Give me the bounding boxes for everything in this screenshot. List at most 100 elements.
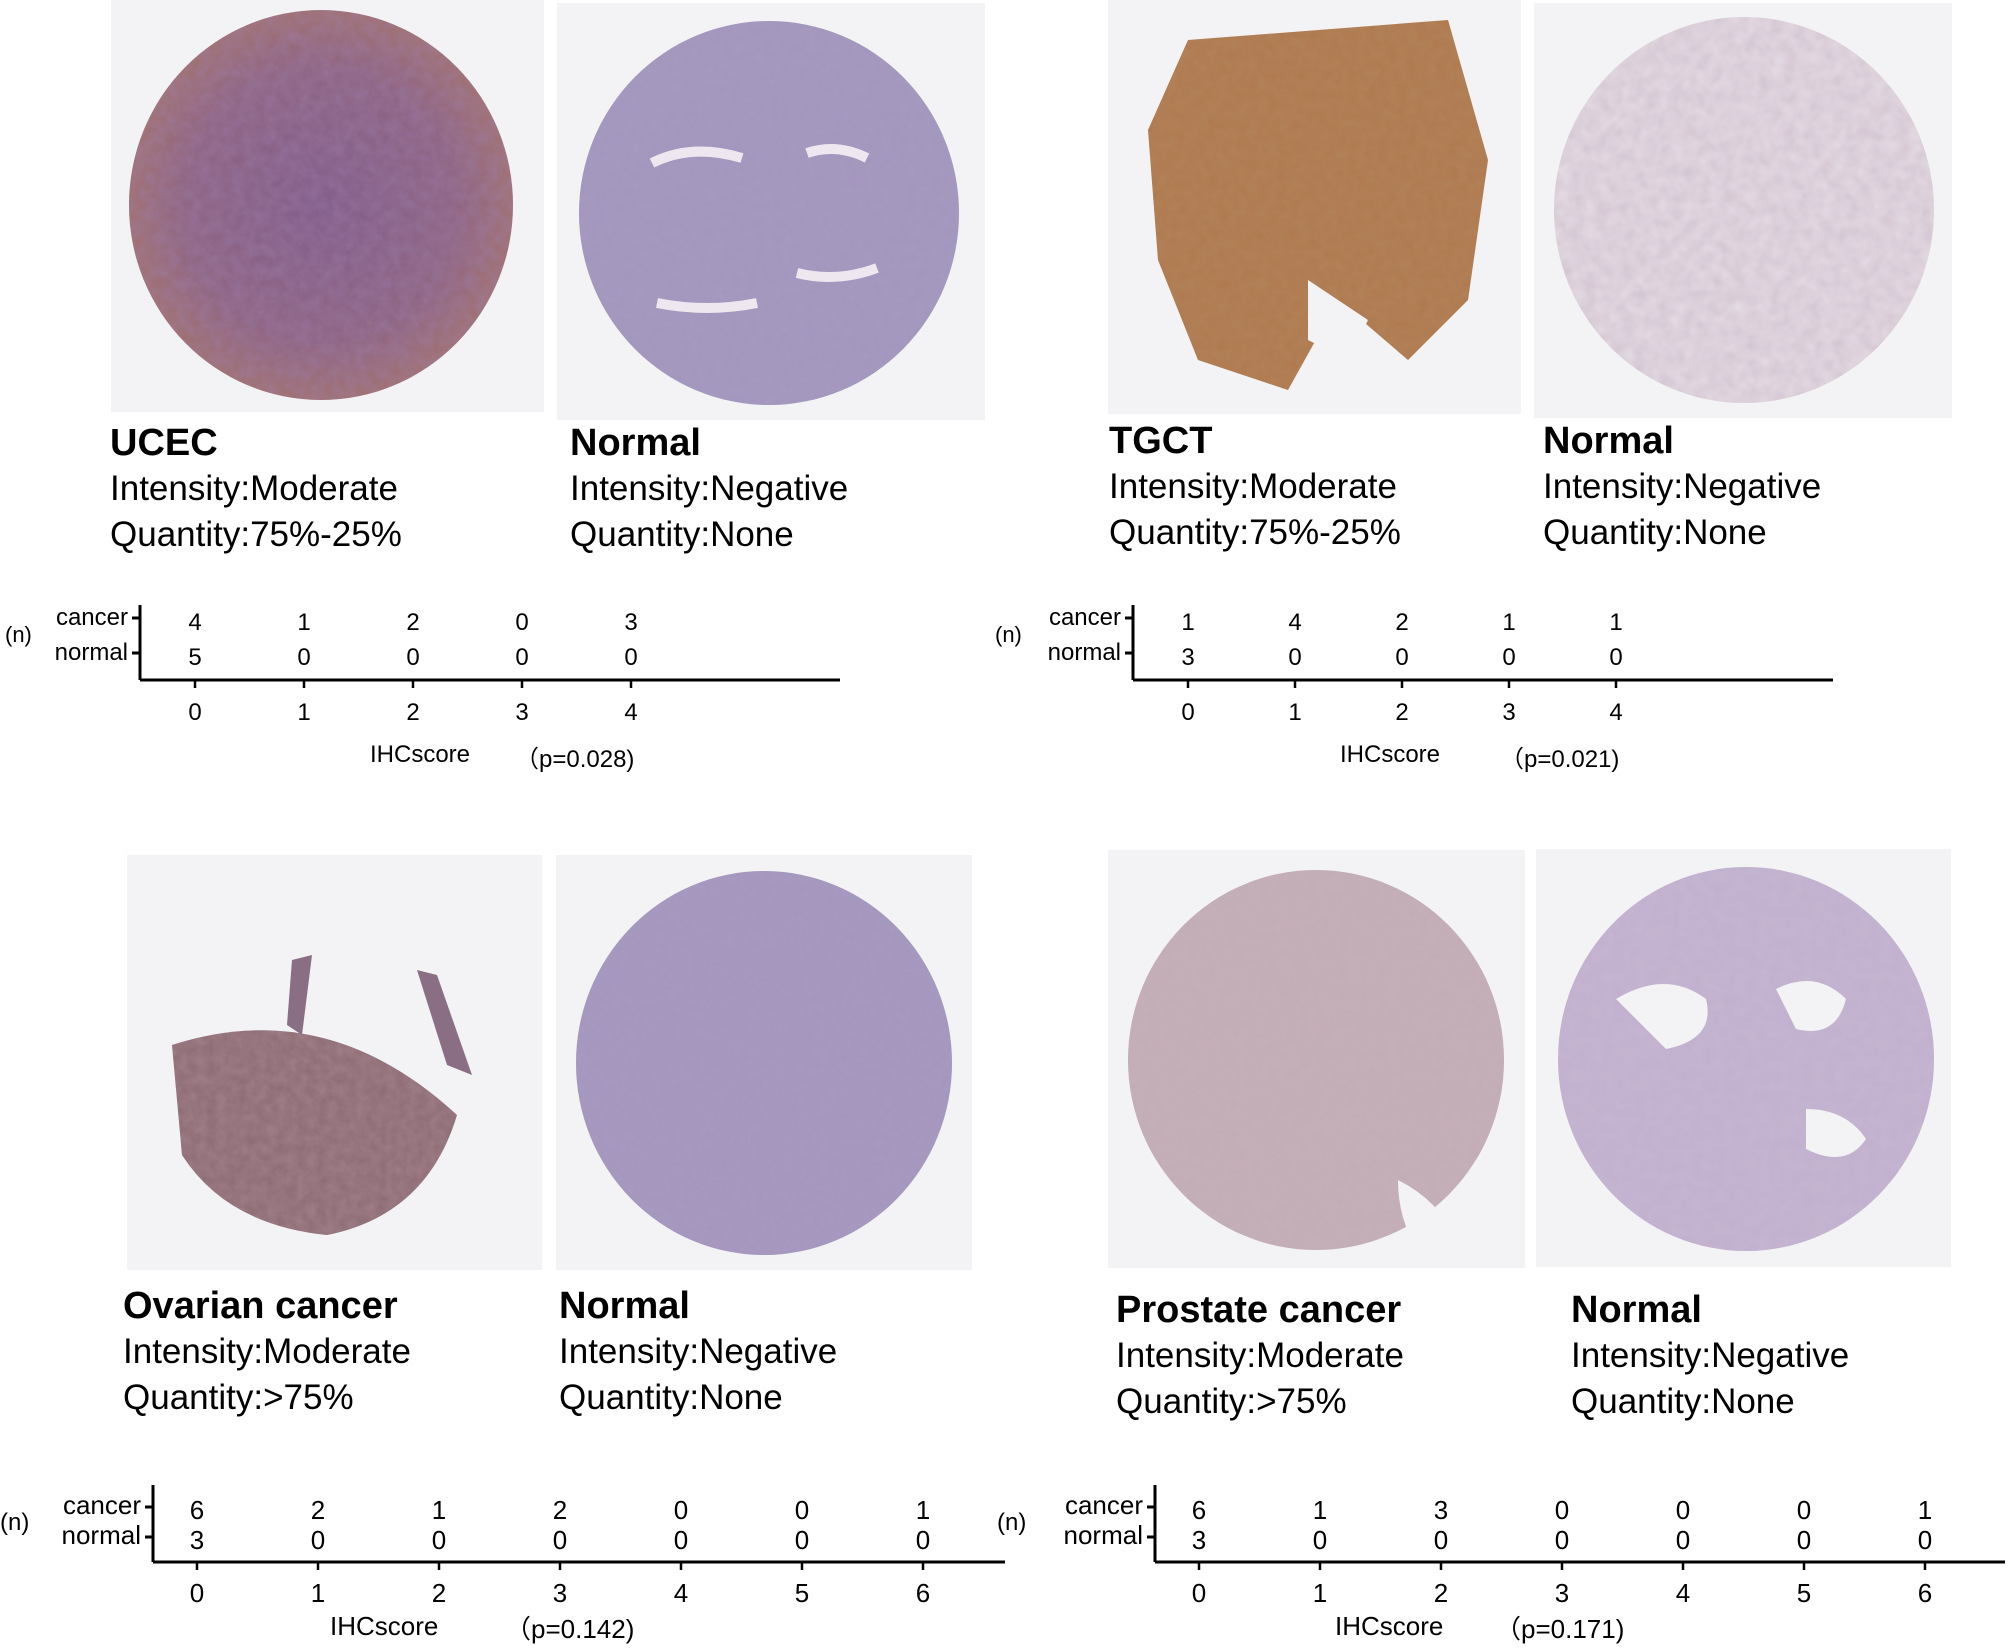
intensity-text: Intensity:Moderate <box>123 1332 411 1371</box>
x-axis-label: IHCscore <box>1335 1611 1443 1641</box>
count-cell: 1 <box>297 609 310 636</box>
tumor-title: Prostate cancer <box>1116 1289 1402 1331</box>
x-tick-label: 1 <box>1288 699 1301 726</box>
count-cell: 4 <box>1288 609 1301 636</box>
ucec-normal-tma-image <box>557 3 985 420</box>
row-label: cancer <box>63 1490 141 1520</box>
count-cell: 0 <box>515 644 528 671</box>
tgct-normal-label: Normal Intensity:Negative Quantity:None <box>1543 418 1821 556</box>
normal-title: Normal <box>570 422 701 464</box>
x-tick-label: 0 <box>1181 699 1194 726</box>
p-value-label: （p=0.021) <box>1500 746 1619 773</box>
quantity-text: Quantity:None <box>1543 513 1767 552</box>
count-cell: 0 <box>1313 1525 1327 1555</box>
count-cell: 0 <box>515 609 528 636</box>
intensity-text: Intensity:Moderate <box>1109 467 1397 506</box>
ovarian-tumor-label: Ovarian cancer Intensity:Moderate Quanti… <box>123 1283 411 1421</box>
ucec-tumor-tma-image <box>111 0 544 412</box>
row-label: cancer <box>1065 1490 1143 1520</box>
count-cell: 1 <box>1918 1495 1932 1525</box>
count-cell: 3 <box>190 1525 204 1555</box>
count-cell: 2 <box>1395 609 1408 636</box>
x-tick-label: 0 <box>190 1578 204 1608</box>
ihc-table-svg: (n) cancer normal 0 4 5 1 1 0 2 2 0 3 0 0 4 3 0 IHCscore （p… <box>5 604 840 773</box>
ihc-table-svg: (n) cancer normal 0 1 3 1 4 0 2 2 0 3 1 0 4 1 0 IHCscore （p… <box>995 604 1833 773</box>
count-cell: 0 <box>432 1525 446 1555</box>
count-cell: 3 <box>624 609 637 636</box>
x-tick-label: 4 <box>674 1578 688 1608</box>
x-tick-label: 3 <box>1555 1578 1569 1608</box>
p-value-label: （p=0.142) <box>505 1614 634 1644</box>
count-cell: 0 <box>1502 644 1515 671</box>
x-axis-label: IHCscore <box>330 1611 438 1641</box>
count-cell: 0 <box>1676 1495 1690 1525</box>
count-cell: 0 <box>1676 1525 1690 1555</box>
count-cell: 6 <box>190 1495 204 1525</box>
x-tick-label: 1 <box>297 699 310 726</box>
ucec-normal-label: Normal Intensity:Negative Quantity:None <box>570 420 848 558</box>
x-tick-label: 2 <box>432 1578 446 1608</box>
count-cell: 1 <box>1313 1495 1327 1525</box>
prostate-tumor-tma-image <box>1108 850 1525 1268</box>
count-cell: 3 <box>1181 644 1194 671</box>
x-tick-label: 0 <box>1192 1578 1206 1608</box>
prostate-tumor-label: Prostate cancer Intensity:Moderate Quant… <box>1116 1287 1404 1425</box>
prostate-ihc-score-table: (n) cancer normal 0 6 3 1 1 0 2 3 0 3 0 0 4 0 0 5 0 0 6 1 0 IHCs… <box>995 1480 2008 1648</box>
count-cell: 3 <box>1434 1495 1448 1525</box>
x-tick-label: 1 <box>311 1578 325 1608</box>
quantity-text: Quantity:>75% <box>1116 1382 1347 1421</box>
intensity-text: Intensity:Negative <box>570 469 849 508</box>
tgct-normal-tma-image <box>1534 3 1952 418</box>
count-cell: 1 <box>1181 609 1194 636</box>
count-cell: 3 <box>1192 1525 1206 1555</box>
x-tick-label: 5 <box>795 1578 809 1608</box>
tumor-title: UCEC <box>110 422 218 464</box>
tissue-core-graphic <box>1558 867 1934 1251</box>
count-cell: 1 <box>432 1495 446 1525</box>
count-cell: 5 <box>188 644 201 671</box>
ucec-tumor-label: UCEC Intensity:Moderate Quantity:75%-25% <box>110 420 402 558</box>
prostate-normal-label: Normal Intensity:Negative Quantity:None <box>1571 1287 1849 1425</box>
intensity-text: Intensity:Negative <box>1571 1336 1850 1375</box>
count-cell: 0 <box>297 644 310 671</box>
intensity-text: Intensity:Negative <box>1543 467 1822 506</box>
tgct-ihc-score-table: (n) cancer normal 0 1 3 1 4 0 2 2 0 3 1 0 4 1 0 IHCscore （p… <box>990 600 1870 780</box>
count-cell: 0 <box>406 644 419 671</box>
x-tick-label: 6 <box>1918 1578 1932 1608</box>
ihc-table-svg: (n)cancernormal063120210320400500610IHCs… <box>0 1485 1005 1644</box>
tissue-core-graphic <box>579 21 959 405</box>
unit-label: (n) <box>5 622 32 647</box>
intensity-text: Intensity:Moderate <box>110 469 398 508</box>
count-cell: 0 <box>1918 1525 1932 1555</box>
normal-title: Normal <box>559 1285 690 1327</box>
ucec-ihc-score-table: (n) cancer normal 0 4 5 1 1 0 2 2 0 3 0 0 4 3 0 IHCscore （p… <box>0 600 880 780</box>
quantity-text: Quantity:>75% <box>123 1378 354 1417</box>
intensity-text: Intensity:Negative <box>559 1332 838 1371</box>
count-cell: 0 <box>1434 1525 1448 1555</box>
count-cell: 2 <box>406 609 419 636</box>
count-cell: 4 <box>188 609 201 636</box>
ihc-table-svg: (n)cancernormal063110230300400500610IHCs… <box>997 1485 2005 1644</box>
x-tick-label: 6 <box>916 1578 930 1608</box>
tumor-title: TGCT <box>1109 420 1213 462</box>
x-tick-label: 0 <box>188 699 201 726</box>
count-cell: 0 <box>1395 644 1408 671</box>
row-label: cancer <box>1049 604 1121 631</box>
count-cell: 0 <box>1555 1525 1569 1555</box>
p-value-label: （p=0.028) <box>515 746 634 773</box>
x-tick-label: 2 <box>1395 699 1408 726</box>
count-cell: 1 <box>1609 609 1622 636</box>
count-cell: 2 <box>553 1495 567 1525</box>
ovarian-normal-label: Normal Intensity:Negative Quantity:None <box>559 1283 837 1421</box>
count-cell: 0 <box>795 1525 809 1555</box>
count-cell: 0 <box>624 644 637 671</box>
count-cell: 0 <box>674 1525 688 1555</box>
unit-label: (n) <box>995 622 1022 647</box>
tumor-title: Ovarian cancer <box>123 1285 398 1327</box>
count-cell: 0 <box>553 1525 567 1555</box>
row-label: normal <box>1048 639 1121 666</box>
quantity-text: Quantity:None <box>1571 1382 1795 1421</box>
unit-label: (n) <box>997 1509 1026 1536</box>
count-cell: 1 <box>916 1495 930 1525</box>
count-cell: 0 <box>1797 1495 1811 1525</box>
